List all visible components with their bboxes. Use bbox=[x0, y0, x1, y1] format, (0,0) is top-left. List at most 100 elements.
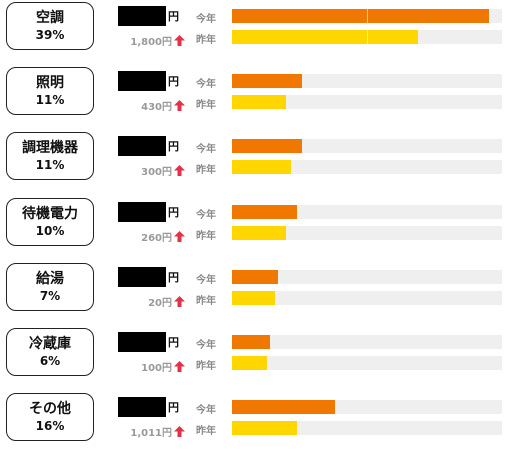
this-year-label: 今年 bbox=[196, 14, 216, 25]
bar-gridline bbox=[367, 2, 368, 50]
category-button[interactable]: 待機電力 10% bbox=[6, 197, 94, 246]
category-name: 給湯 bbox=[36, 270, 64, 287]
last-year-diff: 260円 bbox=[100, 226, 185, 246]
this-year-label: 今年 bbox=[196, 79, 216, 91]
this-year-bar bbox=[232, 400, 335, 415]
last-year-diff: 430円 bbox=[100, 95, 185, 115]
category-button[interactable]: 冷蔵庫 6% bbox=[6, 328, 94, 376]
last-year-diff: 1,800円 bbox=[100, 30, 185, 50]
category-row-6: 冷蔵庫 6% 円 100円 今年 昨年 bbox=[0, 328, 507, 390]
arrow-up-icon bbox=[174, 96, 185, 115]
last-year-label: 昨年 bbox=[196, 100, 216, 112]
this-year-bar bbox=[232, 74, 303, 89]
diff-amount: 300円 bbox=[141, 167, 172, 179]
last-year-label: 昨年 bbox=[196, 35, 216, 46]
this-year-label: 今年 bbox=[196, 274, 216, 286]
category-row-2: 照明 11% 円 430円 今年 昨年 bbox=[0, 67, 507, 129]
last-year-bar-track bbox=[232, 160, 502, 175]
redacted-amount bbox=[118, 136, 166, 157]
last-year-bar bbox=[232, 290, 276, 305]
category-percent: 39% bbox=[35, 28, 65, 42]
redacted-amount bbox=[118, 201, 166, 222]
last-year-diff: 300円 bbox=[100, 160, 185, 180]
yen-unit-label: 円 bbox=[168, 75, 179, 89]
yen-unit-label: 円 bbox=[168, 336, 179, 349]
category-button[interactable]: その他 16% bbox=[6, 393, 94, 442]
arrow-up-icon bbox=[174, 357, 185, 376]
category-percent: 11% bbox=[35, 93, 65, 108]
redacted-amount bbox=[118, 397, 166, 418]
arrow-up-icon bbox=[174, 31, 185, 50]
category-name: 冷蔵庫 bbox=[29, 336, 71, 352]
redacted-amount bbox=[118, 332, 166, 352]
this-year-bar bbox=[232, 9, 489, 23]
last-year-bar bbox=[232, 421, 297, 436]
category-name: 照明 bbox=[36, 75, 64, 92]
this-year-bar bbox=[232, 269, 278, 284]
arrow-up-icon bbox=[174, 422, 185, 441]
category-button[interactable]: 照明 11% bbox=[6, 67, 94, 116]
last-year-diff: 100円 bbox=[100, 356, 185, 376]
diff-amount: 1,800円 bbox=[130, 37, 172, 48]
this-year-bar bbox=[232, 204, 297, 219]
last-year-bar bbox=[232, 356, 268, 370]
this-year-bar bbox=[232, 335, 270, 349]
yen-unit-label: 円 bbox=[168, 401, 179, 415]
category-name: 待機電力 bbox=[22, 205, 78, 222]
yen-unit-label: 円 bbox=[168, 140, 179, 154]
last-year-bar-track bbox=[232, 95, 502, 110]
this-year-bar-track bbox=[232, 204, 502, 219]
this-year-label: 今年 bbox=[196, 340, 216, 351]
last-year-label: 昨年 bbox=[196, 165, 216, 177]
diff-amount: 100円 bbox=[141, 363, 172, 374]
category-percent: 6% bbox=[39, 354, 61, 368]
last-year-bar bbox=[232, 95, 286, 110]
last-year-label: 昨年 bbox=[196, 426, 216, 438]
last-year-bar-track bbox=[232, 290, 502, 305]
redacted-amount bbox=[118, 6, 166, 26]
category-button[interactable]: 給湯 7% bbox=[6, 262, 94, 311]
last-year-label: 昨年 bbox=[196, 361, 216, 372]
last-year-label: 昨年 bbox=[196, 295, 216, 307]
last-year-bar bbox=[232, 160, 292, 175]
last-year-diff: 20円 bbox=[100, 291, 185, 311]
yen-unit-label: 円 bbox=[168, 205, 179, 219]
diff-amount: 430円 bbox=[141, 102, 172, 114]
arrow-up-icon bbox=[174, 227, 185, 246]
category-button[interactable]: 空調 39% bbox=[6, 2, 94, 50]
category-percent: 16% bbox=[35, 419, 65, 434]
this-year-bar-track bbox=[232, 335, 502, 349]
this-year-bar-track bbox=[232, 400, 502, 415]
this-year-label: 今年 bbox=[196, 405, 216, 417]
diff-amount: 260円 bbox=[141, 232, 172, 244]
this-year-label: 今年 bbox=[196, 209, 216, 221]
category-percent: 10% bbox=[35, 223, 65, 238]
last-year-bar-track bbox=[232, 421, 502, 436]
category-button[interactable]: 調理機器 11% bbox=[6, 132, 94, 181]
this-year-label: 今年 bbox=[196, 144, 216, 156]
yen-unit-label: 円 bbox=[168, 270, 179, 284]
category-row-5: 給湯 7% 円 20円 今年 昨年 bbox=[0, 262, 507, 325]
this-year-bar-track bbox=[232, 74, 502, 89]
category-percent: 11% bbox=[35, 158, 65, 173]
last-year-bar bbox=[232, 30, 419, 44]
category-name: その他 bbox=[29, 401, 71, 418]
redacted-amount bbox=[118, 266, 166, 287]
arrow-up-icon bbox=[174, 292, 185, 311]
this-year-bar-track bbox=[232, 269, 502, 284]
last-year-diff: 1,011円 bbox=[100, 421, 185, 441]
diff-amount: 1,011円 bbox=[130, 428, 172, 440]
arrow-up-icon bbox=[174, 161, 185, 180]
last-year-label: 昨年 bbox=[196, 230, 216, 242]
category-name: 調理機器 bbox=[22, 140, 78, 157]
last-year-bar-track bbox=[232, 225, 502, 240]
yen-unit-label: 円 bbox=[168, 10, 179, 23]
last-year-bar bbox=[232, 225, 286, 240]
diff-amount: 20円 bbox=[148, 297, 172, 309]
category-row-7: その他 16% 円 1,011円 今年 昨年 bbox=[0, 393, 507, 455]
this-year-bar bbox=[232, 139, 303, 154]
category-row-1: 空調 39% 円 1,800円 今年 昨年 bbox=[0, 2, 507, 64]
category-percent: 7% bbox=[39, 288, 61, 303]
category-name: 空調 bbox=[36, 10, 64, 26]
redacted-amount bbox=[118, 71, 166, 92]
